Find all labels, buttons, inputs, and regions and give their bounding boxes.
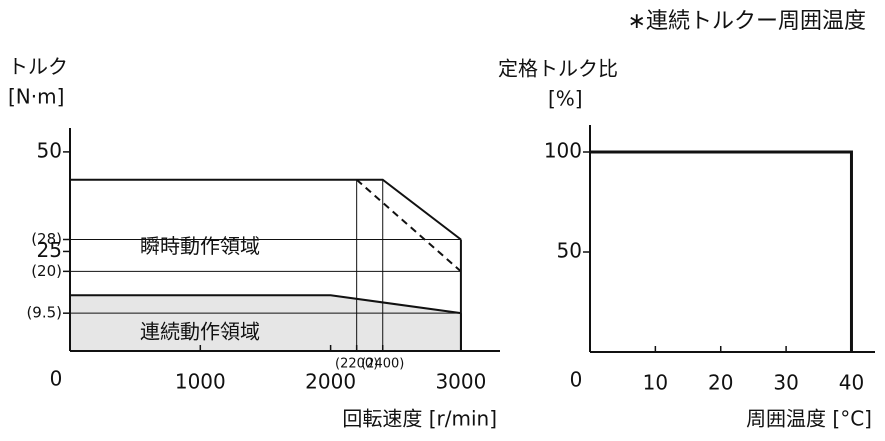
y-tick-label: (28) [31, 230, 62, 248]
x-tick-label: 40 [839, 371, 864, 395]
y-axis-unit: [N·m] [8, 85, 64, 109]
y-tick-label: 25 [37, 238, 62, 262]
x-tick-label: (2400) [361, 357, 404, 372]
x-axis-label: 周囲温度 [°C] [746, 407, 872, 431]
area-fill [70, 295, 461, 351]
x-tick-label: 0 [50, 367, 63, 391]
x-tick-label: 10 [643, 371, 668, 395]
x-tick-label: 0 [570, 368, 583, 392]
x-tick-label: 2000 [305, 370, 356, 394]
y-axis-label: 定格トルク比 [498, 57, 618, 81]
y-axis-unit: [%] [548, 87, 583, 111]
x-tick-label: 20 [708, 371, 733, 395]
y-tick-label: 50 [37, 138, 62, 162]
chart-title: ∗連続トルクー周囲温度 [628, 9, 866, 34]
y-tick-label: (9.5) [26, 304, 62, 322]
y-axis-label: トルク [8, 55, 68, 79]
y-tick-label: 50 [557, 239, 582, 263]
y-tick-label: (20) [31, 262, 62, 280]
x-axis-label: 回転速度 [r/min] [342, 407, 497, 431]
data-line [590, 150, 853, 352]
x-tick-label: (2200) [335, 357, 378, 372]
area-edge [70, 294, 462, 315]
region-label: 瞬時動作領域 [140, 234, 260, 258]
x-tick-label: 3000 [435, 370, 486, 394]
x-tick-label: 30 [773, 371, 798, 395]
x-tick-label: 1000 [175, 370, 226, 394]
y-tick-label: 100 [544, 139, 582, 163]
region-label: 連続動作領域 [140, 320, 260, 344]
